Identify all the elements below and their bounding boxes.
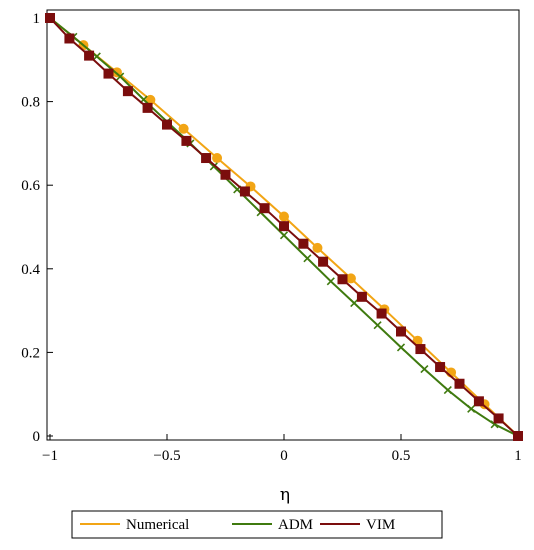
legend-label: Numerical xyxy=(126,517,189,533)
data-point xyxy=(220,169,231,180)
data-point xyxy=(279,221,289,232)
y-tick-label: 0.2 xyxy=(21,345,40,361)
data-point xyxy=(312,242,323,253)
data-point xyxy=(212,153,223,164)
legend-label: ADM xyxy=(278,517,313,533)
data-point xyxy=(493,413,504,424)
x-axis-label: η xyxy=(280,485,290,505)
y-tick-label: 0.8 xyxy=(21,95,40,111)
x-tick-label: 1 xyxy=(514,448,522,464)
data-point xyxy=(415,344,426,355)
data-point xyxy=(345,273,356,284)
data-point xyxy=(298,238,309,249)
legend: Numerical ADM VIM xyxy=(71,510,443,539)
data-point xyxy=(181,135,192,146)
x-tick-label: −1 xyxy=(42,448,58,464)
data-point xyxy=(373,321,382,330)
y-axis-ticks: 0 0.2 0.4 0.6 0.8 1 xyxy=(21,11,53,445)
y-tick-label: 0.4 xyxy=(21,262,40,278)
data-point xyxy=(103,68,114,79)
y-tick-label: 0.6 xyxy=(21,178,40,194)
data-point xyxy=(84,50,95,61)
data-point xyxy=(122,86,133,97)
data-point xyxy=(467,404,476,413)
x-tick-label: −0.5 xyxy=(153,448,180,464)
data-point xyxy=(142,102,153,113)
data-point xyxy=(64,33,75,44)
data-point xyxy=(318,256,329,267)
x-tick-label: 0 xyxy=(280,448,288,464)
data-point xyxy=(239,186,250,197)
series-layer xyxy=(45,13,523,441)
data-point xyxy=(337,274,348,285)
legend-label: VIM xyxy=(366,517,395,533)
data-point xyxy=(178,123,189,134)
series-vim xyxy=(45,13,523,441)
data-point xyxy=(279,231,289,240)
data-point xyxy=(420,365,429,374)
data-point xyxy=(396,326,406,337)
data-point xyxy=(279,211,289,222)
data-point xyxy=(92,52,101,61)
y-tick-label: 1 xyxy=(33,11,41,27)
data-point xyxy=(376,308,387,319)
y-tick-label: 0 xyxy=(33,429,41,445)
data-point xyxy=(201,153,212,164)
data-point xyxy=(356,291,367,302)
data-point xyxy=(513,431,523,441)
data-point xyxy=(350,299,359,308)
data-point xyxy=(45,13,55,23)
data-point xyxy=(443,385,452,395)
data-point xyxy=(473,396,484,407)
data-point xyxy=(396,343,406,352)
x-axis-ticks: −1 −0.5 0 0.5 1 xyxy=(42,434,522,464)
data-point xyxy=(435,362,446,373)
data-point xyxy=(303,254,312,263)
data-point xyxy=(259,203,270,214)
data-point xyxy=(454,378,465,389)
plot-frame xyxy=(46,9,520,441)
data-point xyxy=(162,119,172,130)
x-tick-label: 0.5 xyxy=(392,448,411,464)
data-point xyxy=(326,277,335,286)
data-point xyxy=(209,162,218,171)
data-point xyxy=(116,72,125,81)
